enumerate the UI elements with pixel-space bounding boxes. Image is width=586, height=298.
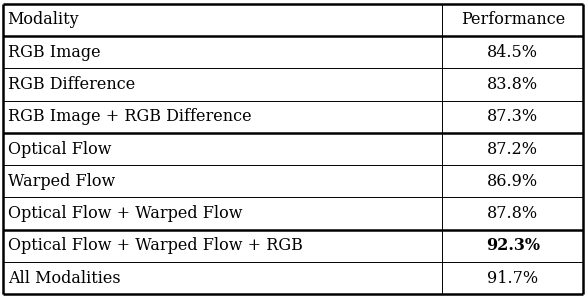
Text: All Modalities: All Modalities bbox=[8, 270, 120, 287]
Text: 91.7%: 91.7% bbox=[487, 270, 539, 287]
Text: Optical Flow + Warped Flow: Optical Flow + Warped Flow bbox=[8, 205, 242, 222]
Text: 86.9%: 86.9% bbox=[487, 173, 539, 190]
Text: Warped Flow: Warped Flow bbox=[8, 173, 115, 190]
Text: RGB Difference: RGB Difference bbox=[8, 76, 135, 93]
Text: 83.8%: 83.8% bbox=[487, 76, 539, 93]
Text: RGB Image: RGB Image bbox=[8, 44, 100, 60]
Text: RGB Image + RGB Difference: RGB Image + RGB Difference bbox=[8, 108, 251, 125]
Text: 87.2%: 87.2% bbox=[487, 140, 539, 158]
Text: 84.5%: 84.5% bbox=[487, 44, 539, 60]
Text: 87.8%: 87.8% bbox=[487, 205, 539, 222]
Text: Optical Flow: Optical Flow bbox=[8, 140, 111, 158]
Text: 87.3%: 87.3% bbox=[487, 108, 539, 125]
Text: Optical Flow + Warped Flow + RGB: Optical Flow + Warped Flow + RGB bbox=[8, 238, 302, 254]
Text: 92.3%: 92.3% bbox=[486, 238, 540, 254]
Text: Modality: Modality bbox=[8, 11, 79, 28]
Text: Performance: Performance bbox=[461, 11, 565, 28]
